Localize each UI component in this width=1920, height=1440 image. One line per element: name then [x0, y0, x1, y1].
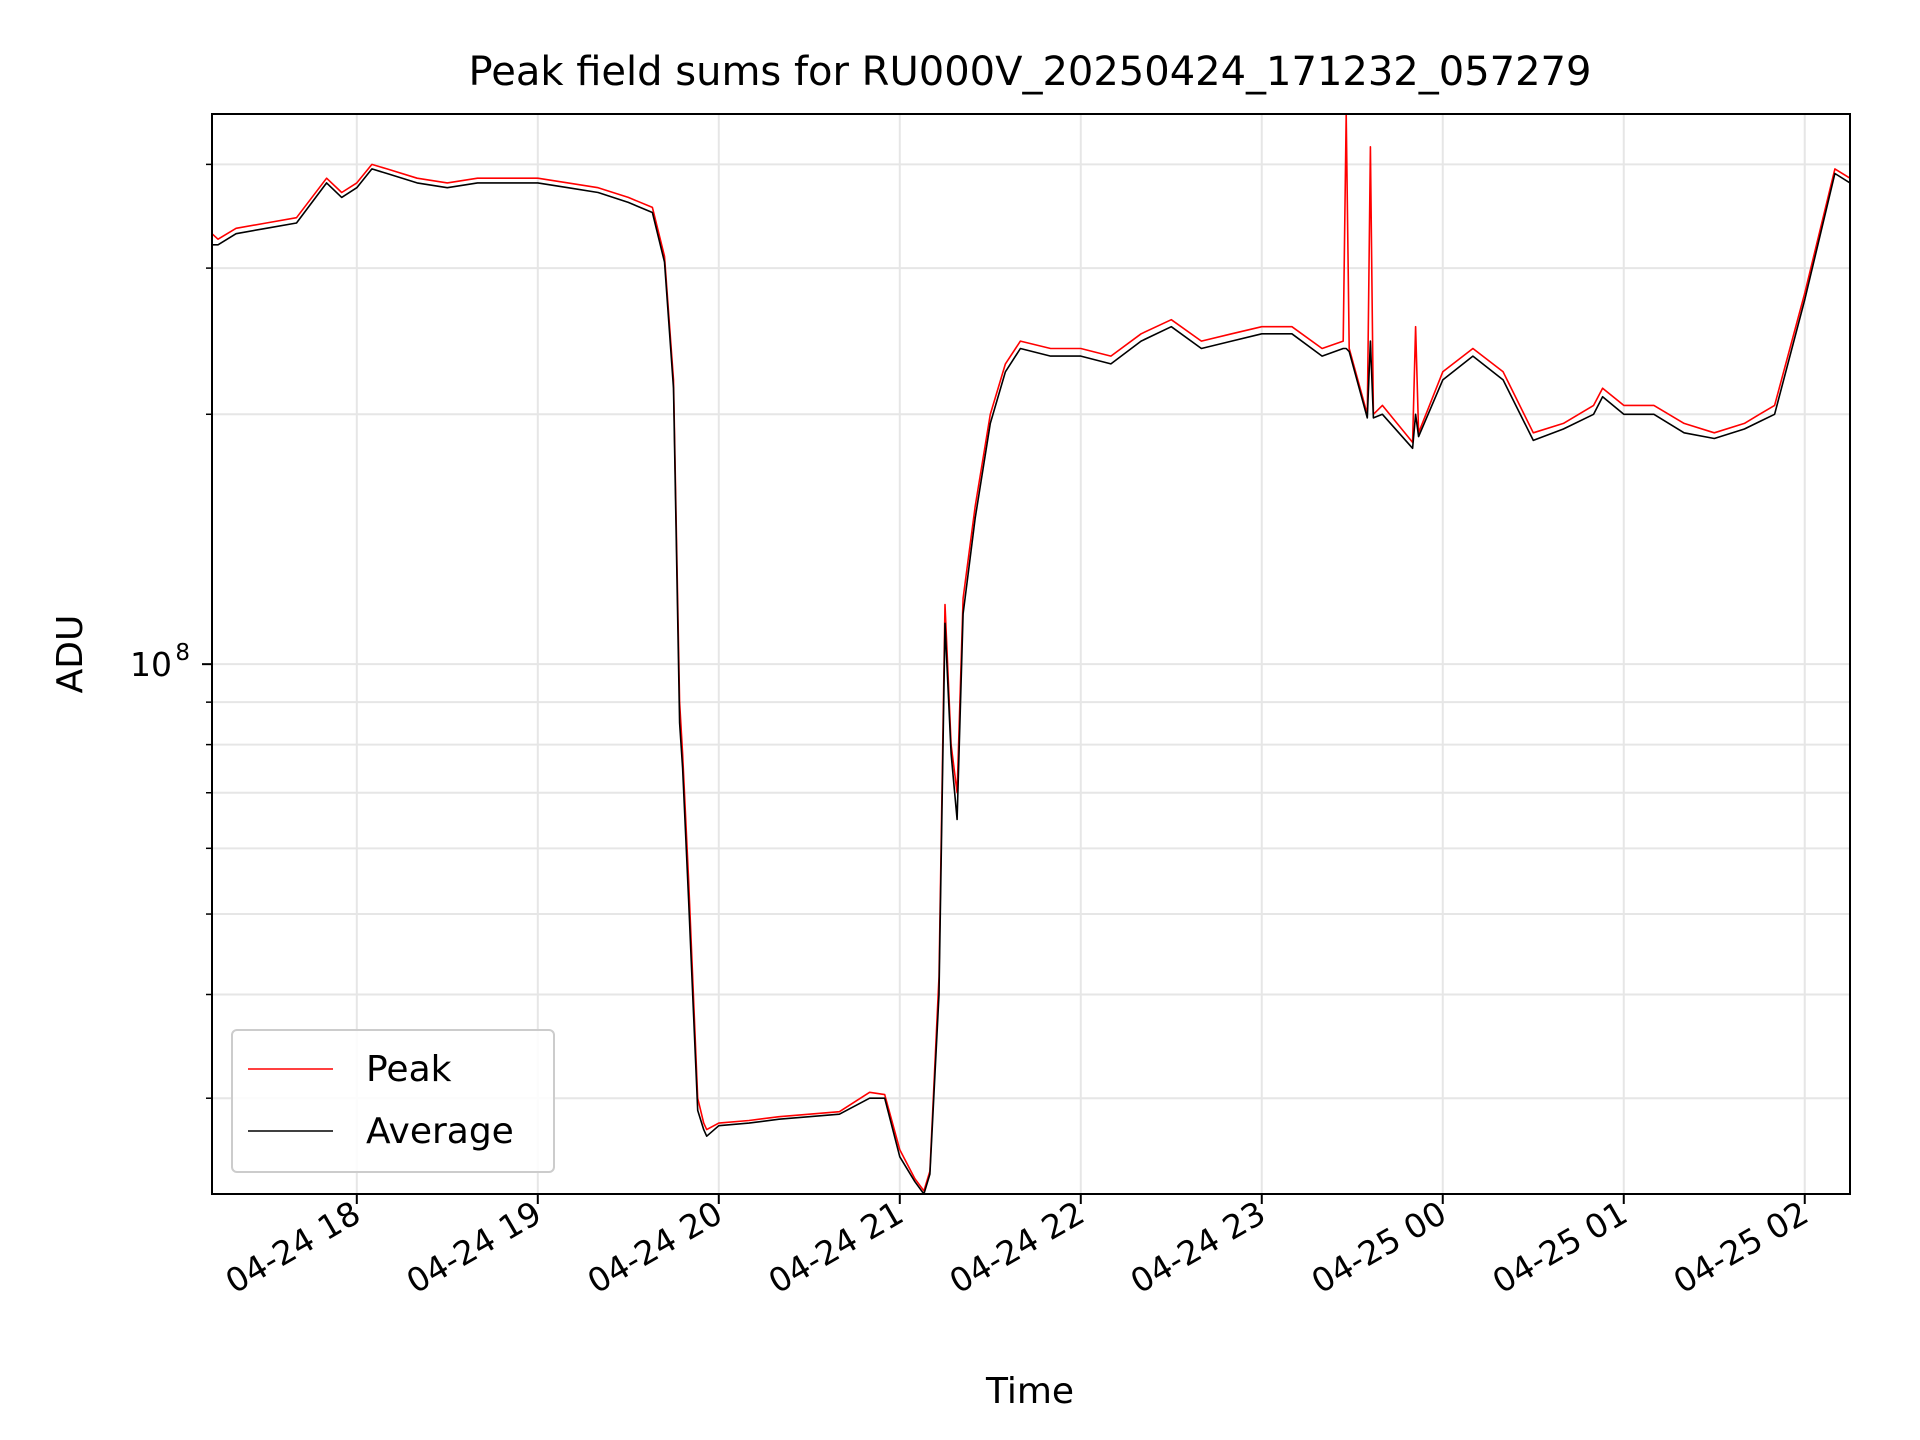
plot-area-frame [211, 113, 1851, 1195]
chart-title: Peak field sums for RU000V_20250424_1712… [469, 49, 1592, 95]
series-line-average [212, 168, 1850, 1194]
y-axis: 10 8 [130, 163, 212, 1099]
legend: Peak Average [231, 1029, 555, 1173]
legend-box [231, 1029, 555, 1173]
y-axis-label: ADU [50, 615, 91, 694]
x-axis-label: Time [985, 1371, 1074, 1412]
y-tick-label: 10 [130, 645, 172, 684]
legend-label-average: Average [366, 1111, 514, 1152]
y-tick-label-exponent: 8 [175, 640, 190, 666]
legend-label-peak: Peak [366, 1049, 452, 1090]
series-layer [212, 114, 1850, 1194]
